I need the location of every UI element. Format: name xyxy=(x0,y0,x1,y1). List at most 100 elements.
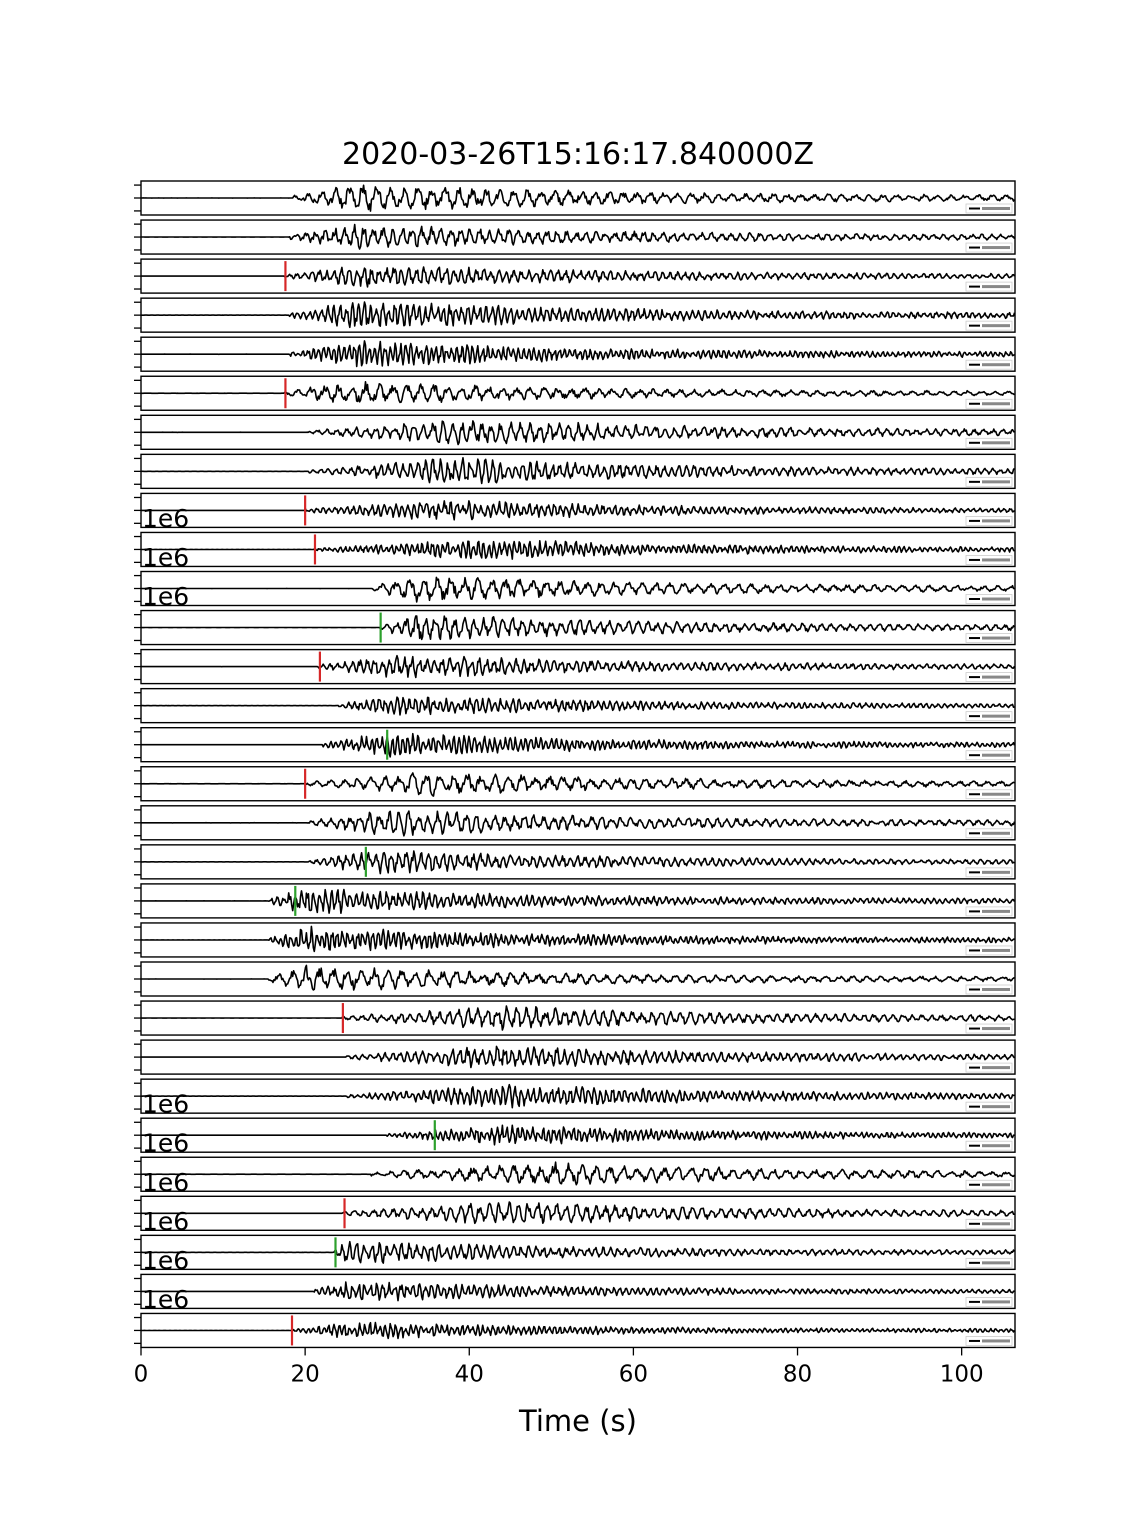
legend-label-glyph xyxy=(982,909,1010,913)
waveform-trace xyxy=(141,964,1015,991)
trace-panel: 1e6 xyxy=(134,1273,1016,1314)
legend-box xyxy=(965,711,1013,722)
waveform-trace xyxy=(141,696,1015,716)
legend-box xyxy=(965,1140,1013,1151)
waveform-trace xyxy=(141,1045,1016,1069)
waveform-trace xyxy=(141,381,1015,404)
panel-frame xyxy=(140,1234,1016,1271)
legend-box xyxy=(965,945,1013,956)
panel-frame xyxy=(140,336,1016,372)
sci-notation-label: 1e6 xyxy=(142,1168,189,1197)
panel-frame xyxy=(140,219,1016,255)
legend-box xyxy=(965,476,1013,487)
waveform-trace xyxy=(140,1005,1015,1031)
legend-box xyxy=(965,1023,1013,1034)
legend-label-glyph xyxy=(982,753,1010,757)
trace-panels: 1e6 1e6 1e6 1e6 1e6 1e6 1e6 1e6 1e6 xyxy=(134,180,1016,1349)
trace-panel: 1e6 xyxy=(134,1078,1016,1119)
legend-box xyxy=(965,984,1013,995)
sci-notation-label: 1e6 xyxy=(142,543,189,572)
trace-panel xyxy=(134,1039,1016,1075)
waveform-trace xyxy=(140,772,1015,797)
trace-panel xyxy=(134,687,1016,724)
legend-box xyxy=(965,359,1013,370)
panel-frame xyxy=(140,180,1016,216)
legend-box xyxy=(965,281,1013,292)
panel-frame xyxy=(140,414,1016,450)
legend-box xyxy=(965,555,1013,565)
x-axis-label: Time (s) xyxy=(518,1404,637,1438)
trace-panel xyxy=(134,922,1016,958)
trace-panel xyxy=(134,805,1016,841)
legend-box xyxy=(965,516,1013,526)
legend-label-glyph xyxy=(982,207,1010,210)
x-tick-label: 40 xyxy=(455,1361,484,1387)
legend-label-glyph xyxy=(982,519,1010,523)
panel-frame xyxy=(140,1078,1016,1114)
panel-frame xyxy=(140,1273,1016,1310)
waveform-trace xyxy=(141,457,1016,485)
waveform-trace xyxy=(141,1201,1015,1225)
sci-notation-label: 1e6 xyxy=(142,1285,189,1314)
legend-label-glyph xyxy=(982,1144,1010,1148)
trace-panel: 1e6 xyxy=(134,1234,1016,1275)
panel-frame xyxy=(140,687,1016,724)
legend-box xyxy=(965,320,1013,331)
panel-frame xyxy=(140,883,1016,919)
trace-panel xyxy=(134,219,1016,255)
waveform-trace xyxy=(141,540,1016,560)
panel-frame xyxy=(140,609,1016,646)
trace-panel xyxy=(134,844,1016,880)
x-tick-label: 80 xyxy=(783,1361,812,1387)
panel-frame xyxy=(140,453,1016,490)
legend-label-glyph xyxy=(982,870,1010,874)
waveform-trace xyxy=(141,925,1015,953)
legend-box xyxy=(965,398,1013,409)
legend-label-glyph xyxy=(982,988,1010,991)
legend-box xyxy=(965,594,1013,604)
panel-frame xyxy=(140,1312,1016,1349)
legend-label-glyph xyxy=(982,480,1010,484)
x-tick-label: 20 xyxy=(290,1361,319,1387)
panel-frame xyxy=(140,961,1016,997)
trace-panel xyxy=(134,766,1016,802)
trace-panel xyxy=(134,414,1016,450)
panel-frame xyxy=(140,844,1016,880)
waveform-trace xyxy=(141,223,1016,250)
waveform-trace xyxy=(141,420,1016,446)
trace-panel xyxy=(134,297,1016,333)
legend-box xyxy=(965,1101,1013,1112)
sci-notation-label: 1e6 xyxy=(142,1207,189,1236)
legend-label-glyph xyxy=(982,675,1010,679)
legend-label-glyph xyxy=(982,1300,1010,1304)
trace-panel xyxy=(134,336,1016,372)
trace-panel xyxy=(134,453,1016,490)
legend-label-glyph xyxy=(982,1066,1010,1070)
trace-panel: 1e6 xyxy=(134,531,1016,572)
waveform-trace xyxy=(141,615,1016,641)
waveform-trace xyxy=(141,184,1016,212)
legend-label-glyph xyxy=(982,1339,1010,1343)
legend-box xyxy=(965,203,1013,214)
trace-panel xyxy=(134,883,1016,919)
legend-label-glyph xyxy=(982,402,1010,406)
waveform-trace xyxy=(141,500,1016,521)
legend-label-glyph xyxy=(982,246,1010,250)
waveform-trace xyxy=(141,266,1016,288)
legend-box xyxy=(965,1062,1013,1073)
trace-panel: 1e6 xyxy=(134,1117,1016,1158)
legend-label-glyph xyxy=(982,948,1010,952)
legend-label-glyph xyxy=(982,1183,1010,1187)
trace-panel xyxy=(134,375,1016,411)
sci-notation-label: 1e6 xyxy=(142,1129,189,1158)
legend-box xyxy=(965,867,1013,878)
legend-box xyxy=(965,1179,1013,1190)
x-tick-label: 100 xyxy=(940,1361,984,1387)
legend-box xyxy=(965,906,1013,917)
waveform-trace xyxy=(141,654,1016,679)
panel-frame xyxy=(140,766,1016,802)
panel-frame xyxy=(140,375,1016,411)
waveform-trace xyxy=(141,301,1016,329)
panel-frame xyxy=(140,492,1016,529)
